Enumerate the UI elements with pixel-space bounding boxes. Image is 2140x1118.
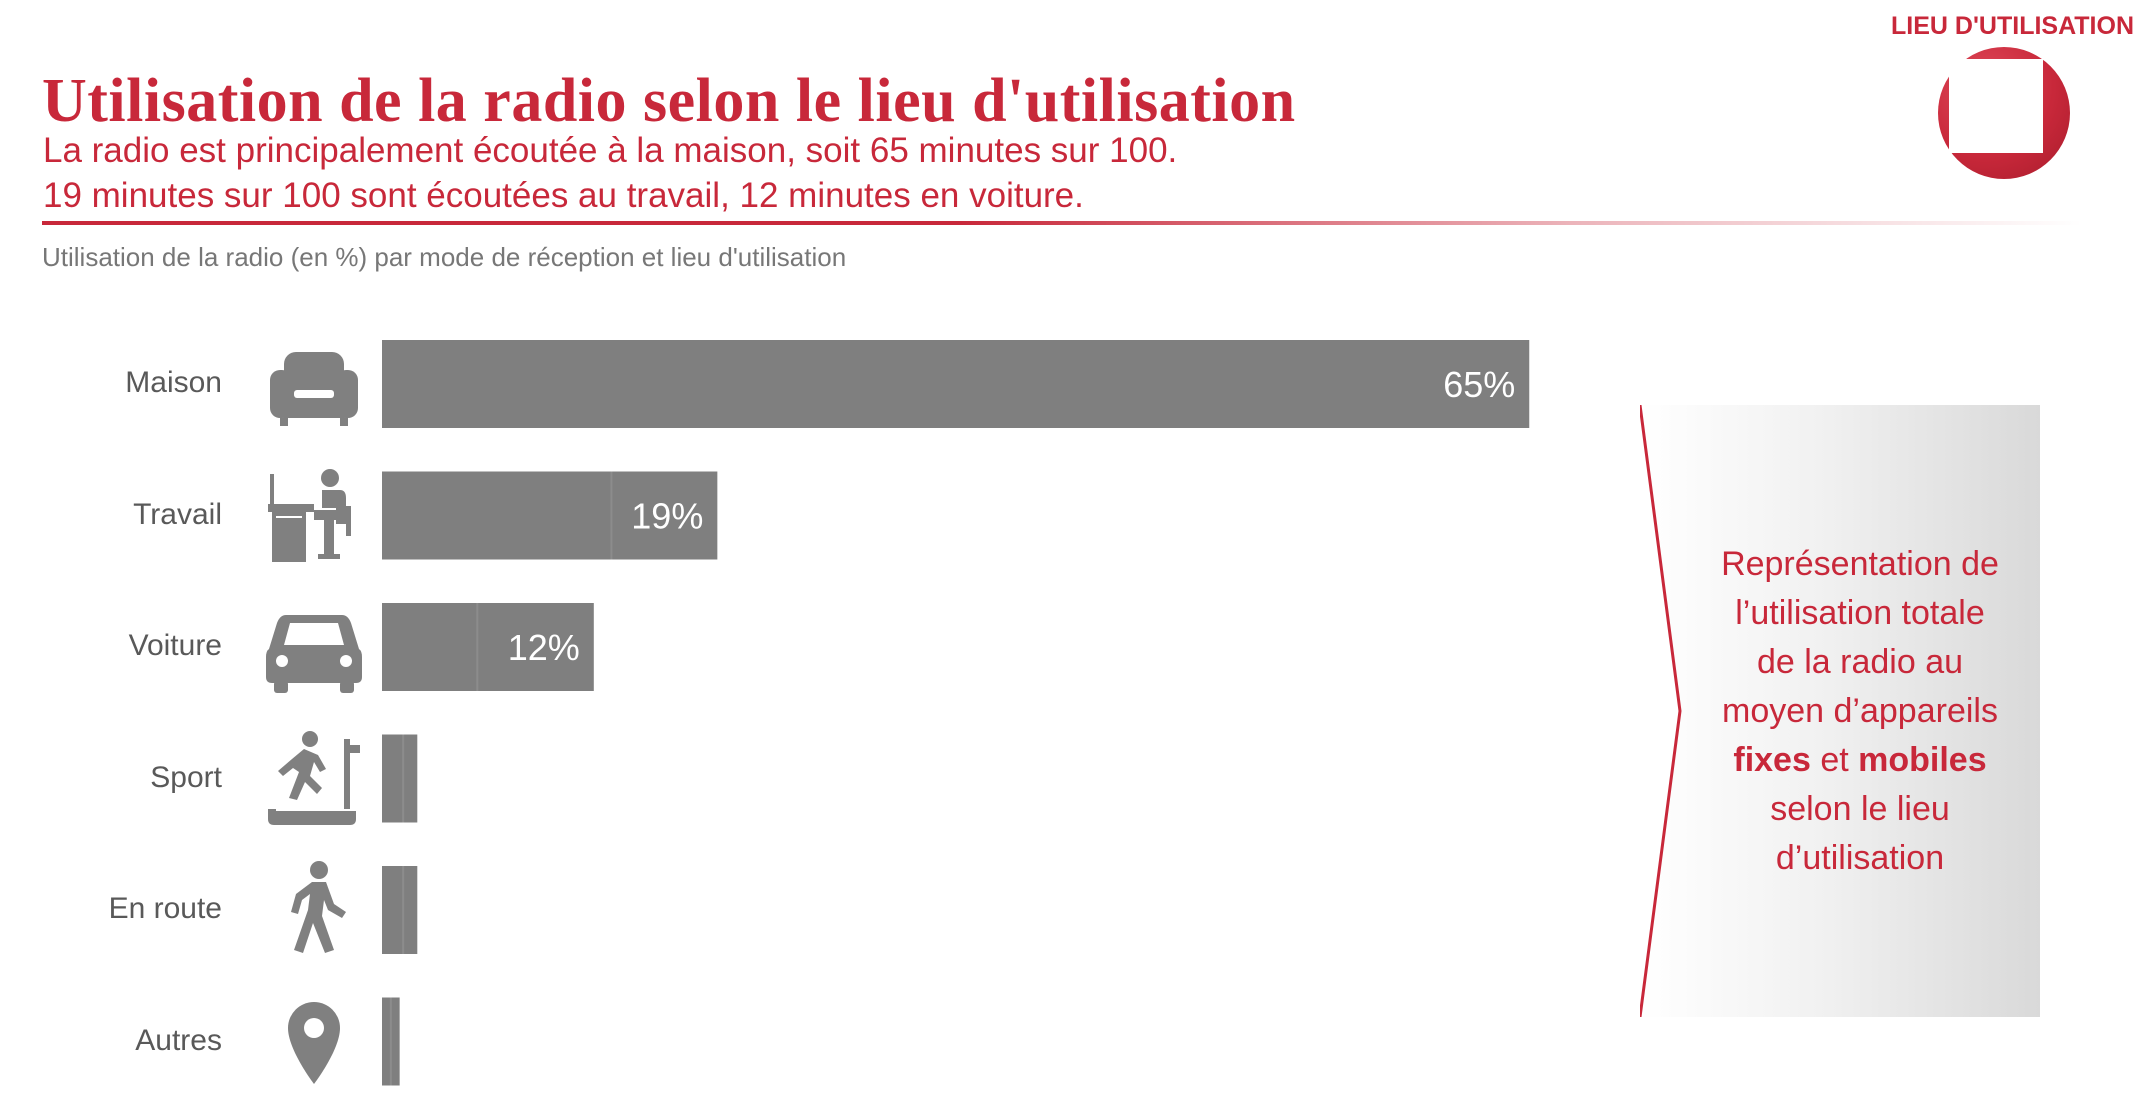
subtitle-line-1: La radio est principalement écoutée à la…: [43, 131, 1178, 170]
side-panel-line-4: moyen d’appareils: [1722, 692, 1998, 730]
side-panel-bold-mobiles: mobiles: [1858, 741, 1987, 779]
sofa-icon: [262, 334, 366, 434]
side-panel-line-2: l’utilisation totale: [1735, 594, 1985, 632]
category-label: Voiture: [128, 629, 222, 662]
bar-maison: [382, 340, 1530, 428]
category-label: Travail: [133, 497, 222, 531]
side-panel: [1640, 405, 2040, 1017]
bar-travail: [382, 471, 718, 560]
bar-sport: [382, 734, 418, 823]
side-panel-line-7: d’utilisation: [1775, 839, 1945, 877]
title-underline: [42, 221, 2082, 225]
side-panel-connector: et: [1810, 741, 1859, 779]
side-panel-edge: [1640, 405, 1682, 1017]
bar-chart: 65% 19% 12% Maison Travail Voiture Sport En ro…: [0, 320, 1600, 1100]
side-panel-bold-fixes: fixes: [1733, 741, 1811, 779]
bar-chart-svg: 65% 19% 12%: [382, 340, 1530, 1086]
side-panel-line-5: fixes et mobiles: [1680, 736, 2040, 785]
page-title: Utilisation de la radio selon le lieu d'…: [42, 67, 1296, 135]
section-label: LIEU D'UTILISATION: [1891, 12, 2134, 40]
bar-en-route: [382, 866, 418, 954]
side-panel-line-6: selon le lieu: [1770, 790, 1950, 828]
subtitle-line-2: 19 minutes sur 100 sont écoutées au trav…: [43, 176, 1084, 215]
category-label: En route: [108, 892, 222, 925]
chart-caption: Utilisation de la radio (en %) par mode …: [42, 242, 847, 272]
walking-person-icon: [262, 860, 366, 960]
side-panel-text: Représentation de l’utilisation totale d…: [1680, 540, 2040, 883]
side-panel-line-1: Représentation de: [1721, 545, 1999, 583]
bar-value-label: 12%: [508, 627, 580, 668]
section-badge-square: [1949, 59, 2043, 153]
category-label: Maison: [125, 366, 222, 399]
bar-value-label: 65%: [1443, 364, 1515, 405]
location-pin-icon: [262, 992, 366, 1092]
bar-value-label: 19%: [631, 496, 703, 537]
desk-worker-icon: [262, 466, 366, 566]
side-panel-line-3: de la radio au: [1756, 643, 1964, 681]
car-icon: [262, 597, 366, 697]
category-label: Sport: [150, 760, 222, 794]
treadmill-runner-icon: [262, 729, 366, 829]
bar-voiture: [382, 603, 594, 691]
category-label: Autres: [135, 1023, 222, 1057]
